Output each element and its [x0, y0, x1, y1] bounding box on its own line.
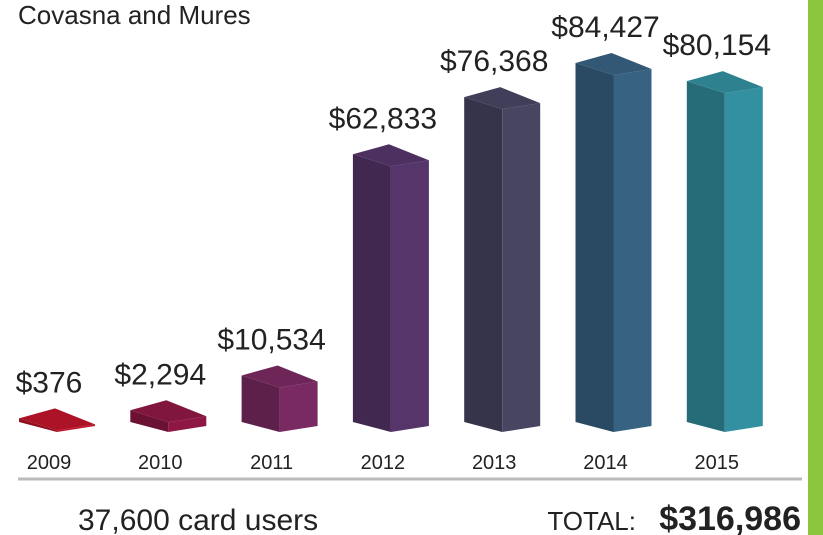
value-label: $376: [16, 366, 83, 399]
bar-right-face: [502, 103, 541, 433]
x-tick-label: 2012: [361, 452, 406, 474]
bar-top: [575, 53, 652, 75]
bar-top: [464, 87, 541, 110]
value-label: $62,833: [329, 102, 437, 135]
bar-left-face: [352, 154, 391, 432]
bar-left-face: [464, 97, 503, 433]
bar-top: [352, 144, 429, 167]
bar-left-face: [19, 418, 57, 432]
bar-top: [686, 71, 763, 94]
users-text: 37,600 card users: [78, 504, 318, 535]
side-strip: [808, 0, 823, 535]
bar-top: [130, 400, 207, 423]
x-tick-label: 2013: [472, 452, 517, 474]
bar-top: [19, 408, 95, 431]
x-tick-label: 2015: [695, 452, 740, 474]
x-tick-label: 2014: [583, 452, 628, 474]
chart-title: Covasna and Mures: [18, 0, 251, 30]
x-tick-label: 2010: [138, 452, 183, 474]
bar-right-face: [57, 424, 95, 432]
bar-left-face: [241, 375, 280, 432]
value-label: $2,294: [114, 358, 206, 391]
value-label: $10,534: [217, 323, 325, 356]
bar-right-face: [613, 69, 652, 432]
bar-left-face: [130, 410, 169, 432]
value-label: $76,368: [440, 45, 548, 78]
bar-right-face: [724, 87, 763, 432]
bar-right-face: [390, 160, 429, 432]
value-label: $84,427: [551, 11, 659, 44]
bar-right-face: [168, 416, 207, 432]
x-tick-label: 2011: [250, 452, 293, 474]
value-label: $80,154: [663, 29, 771, 62]
bar-right-face: [279, 381, 318, 432]
bar-left-face: [686, 81, 725, 432]
bar-left-face: [575, 63, 614, 432]
total-label: TOTAL:: [547, 506, 636, 535]
x-tick-label: 2009: [27, 452, 72, 474]
bar-top: [241, 365, 318, 388]
total-value: $316,986: [659, 500, 801, 535]
